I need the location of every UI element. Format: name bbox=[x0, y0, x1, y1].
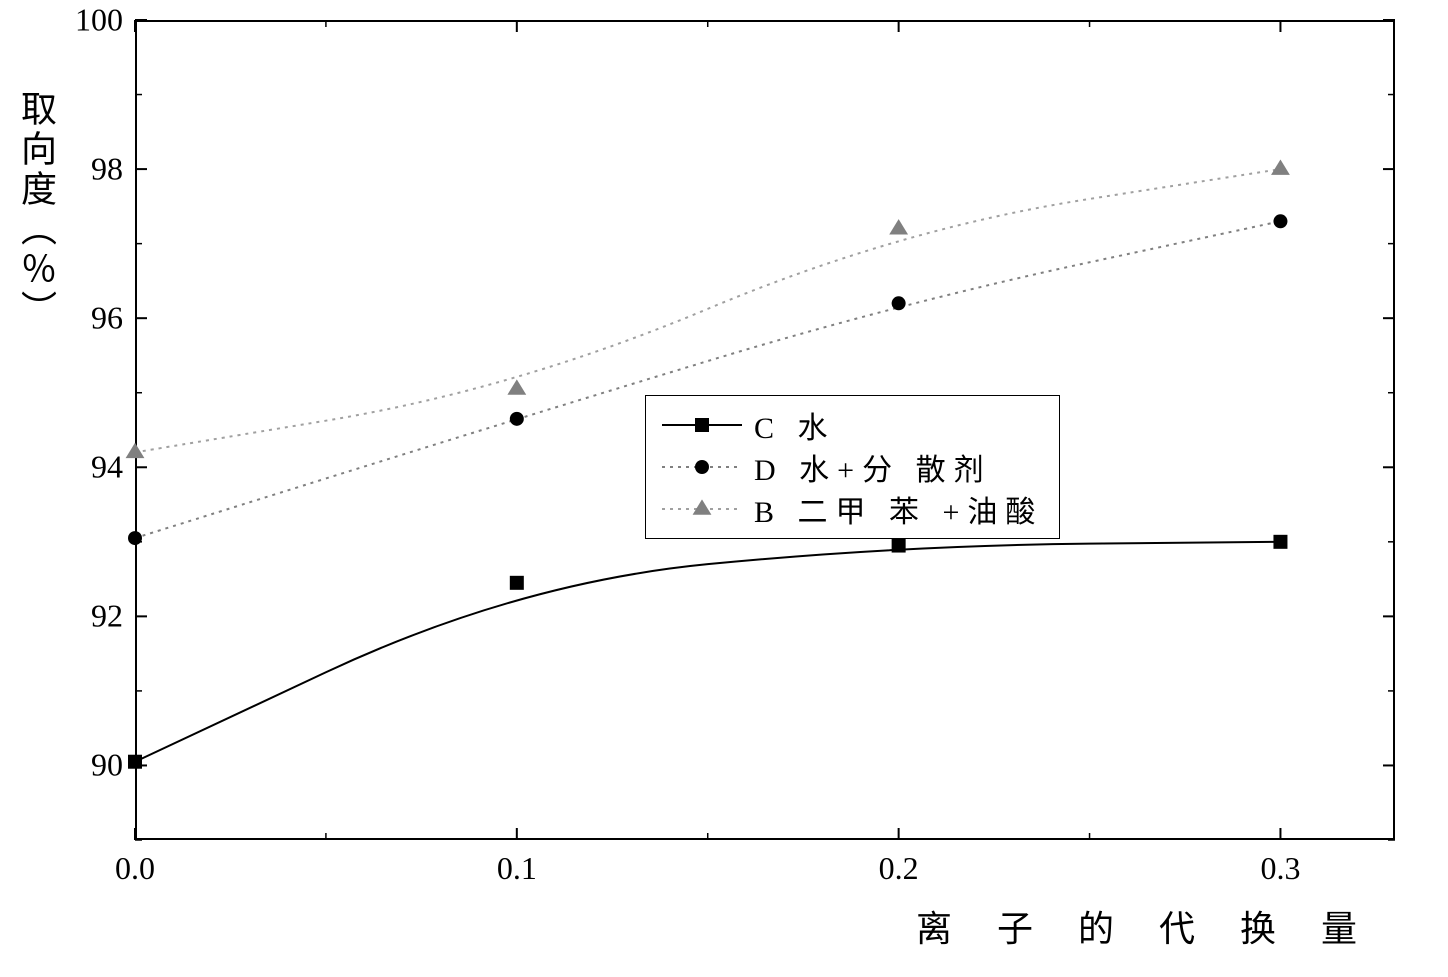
x-tick-label: 0.3 bbox=[1260, 850, 1300, 887]
y-tick-label: 90 bbox=[91, 747, 123, 784]
legend-label: D 水+分 散剂 bbox=[754, 445, 992, 489]
series-marker-B bbox=[889, 219, 908, 234]
x-tick-label: 0.0 bbox=[115, 850, 155, 887]
series-marker-C bbox=[510, 576, 524, 590]
series-line-C bbox=[135, 542, 1280, 762]
series-marker-C bbox=[892, 539, 906, 553]
x-tick-label: 0.2 bbox=[879, 850, 919, 887]
legend-label: B 二甲 苯 +油酸 bbox=[754, 487, 1043, 531]
series-marker-B bbox=[1271, 159, 1290, 174]
series-marker-D bbox=[128, 531, 142, 545]
legend-entry-D: D 水+分 散剂 bbox=[662, 446, 1043, 488]
y-tick-label: 92 bbox=[91, 598, 123, 635]
x-tick-label: 0.1 bbox=[497, 850, 537, 887]
series-marker-C bbox=[128, 755, 142, 769]
y-tick-label: 100 bbox=[75, 2, 123, 39]
chart-container: 取向度（％） 9092949698100 0.00.10.20.3 离 子 的 … bbox=[0, 0, 1448, 977]
legend-entry-C: C 水 bbox=[662, 404, 1043, 446]
series-marker-B bbox=[126, 443, 145, 458]
legend-entry-B: B 二甲 苯 +油酸 bbox=[662, 488, 1043, 530]
y-tick-label: 94 bbox=[91, 449, 123, 486]
series-marker-C bbox=[1273, 535, 1287, 549]
series-marker-D bbox=[510, 412, 524, 426]
y-tick-label: 98 bbox=[91, 151, 123, 188]
y-tick-label: 96 bbox=[91, 300, 123, 337]
x-axis-label: 离 子 的 代 换 量 bbox=[916, 900, 1375, 952]
series-marker-D bbox=[1273, 214, 1287, 228]
legend: C 水D 水+分 散剂B 二甲 苯 +油酸 bbox=[645, 395, 1060, 539]
series-marker-D bbox=[892, 296, 906, 310]
legend-label: C 水 bbox=[754, 403, 836, 447]
series-marker-B bbox=[507, 379, 526, 394]
